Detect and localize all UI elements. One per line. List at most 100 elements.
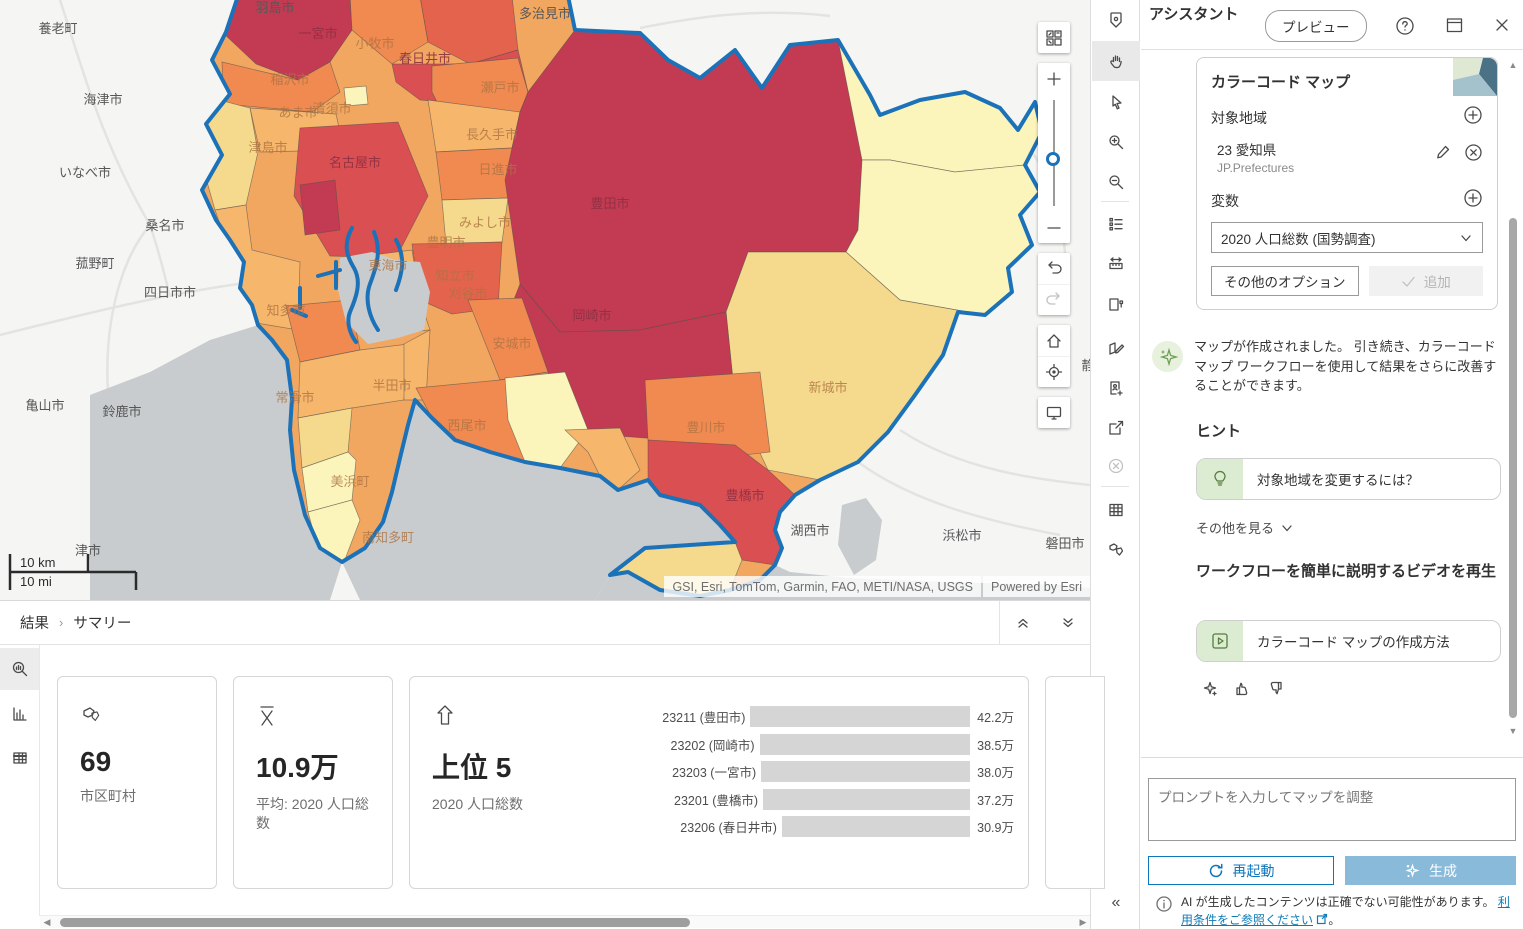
map-label: 春日井市 [399, 51, 451, 66]
sketch-edit-icon[interactable] [1092, 328, 1140, 368]
preview-badge[interactable]: プレビュー [1265, 10, 1367, 42]
regions-icon[interactable] [1092, 530, 1140, 570]
close-icon[interactable] [1493, 16, 1511, 39]
legend-list-icon[interactable] [1092, 204, 1140, 244]
scroll-left-arrow[interactable]: ◀ [43, 917, 51, 927]
edit-pencil-icon[interactable] [1434, 143, 1452, 167]
scroll-up-arrow[interactable]: ▲ [1508, 60, 1518, 70]
bar-value-label: 42.2万 [977, 711, 1014, 726]
sparkle-icon [1159, 347, 1178, 366]
collapse-panel-icon[interactable] [1045, 601, 1090, 645]
chart-view-icon[interactable] [0, 693, 39, 735]
scroll-right-arrow[interactable]: ▶ [1079, 917, 1087, 927]
terms-link[interactable]: 利用条件をご参照ください [1181, 895, 1510, 927]
stat-value: 上位 5 [432, 752, 512, 783]
hint-card[interactable]: 対象地域を変更するには？ [1196, 458, 1501, 500]
remove-circle-icon[interactable] [1464, 143, 1483, 167]
zoom-slider-handle[interactable] [1046, 152, 1060, 166]
thumbs-down-icon[interactable] [1267, 680, 1284, 702]
generate-button[interactable]: 生成 [1345, 856, 1516, 885]
map-label: 浜松市 [942, 528, 981, 543]
bar-category-label: 23211 (豊田市) [662, 711, 746, 726]
stat-value: 69 [80, 746, 112, 777]
prompt-input[interactable] [1148, 778, 1516, 841]
zoom-in-tool-icon[interactable] [1092, 122, 1140, 162]
horizontal-scrollbar[interactable]: ◀ ▶ [40, 915, 1090, 928]
restart-button[interactable]: 再起動 [1148, 856, 1334, 885]
breadcrumb-separator: › [59, 615, 64, 630]
pan-hand-icon[interactable] [1092, 41, 1140, 81]
assistant-scrollbar[interactable]: ▲ ▼ [1507, 58, 1519, 748]
scale-mi-label: 10 mi [20, 574, 52, 589]
variable-select[interactable]: 2020 人口総数 (国勢調査) [1211, 222, 1483, 253]
add-target-area-icon[interactable] [1463, 105, 1483, 130]
bar [763, 788, 971, 810]
assistant-scroll-thumb[interactable] [1509, 218, 1517, 718]
video-text: カラーコード マップの作成方法 [1257, 635, 1450, 650]
add-button[interactable]: 追加 [1368, 266, 1483, 296]
horizontal-scroll-thumb[interactable] [60, 918, 690, 927]
zoom-out-tool-icon[interactable] [1092, 162, 1140, 202]
target-area-item: 23 愛知県 JP.Prefectures [1211, 139, 1483, 175]
top-arrow-icon [432, 703, 1006, 734]
chevron-down-icon [1461, 234, 1471, 241]
assistant-panel: アシスタント プレビュー カラーコード マップ 対象地域 23 愛知県 JP.P… [1141, 0, 1523, 929]
see-more-link[interactable]: その他を見る [1196, 518, 1293, 537]
map-label: 新城市 [808, 380, 847, 395]
map-label: 桑名市 [145, 218, 184, 233]
cancel-circle-icon[interactable] [1092, 446, 1140, 486]
zoom-out-button[interactable] [1038, 212, 1070, 243]
bookmark-pin-icon[interactable] [1092, 0, 1140, 40]
expand-panel-icon[interactable] [1000, 601, 1045, 645]
stat-card-top5: 上位 5 2020 人口総数 23211 (豊田市) 42.2万 23202 (岡崎… [409, 676, 1029, 889]
export-share-icon[interactable] [1092, 408, 1140, 448]
collapse-panel-button[interactable]: « [1111, 894, 1121, 911]
stat-label: 平均: 2020 人口総数 [256, 796, 369, 831]
video-card[interactable]: カラーコード マップの作成方法 [1196, 620, 1501, 662]
help-icon[interactable] [1395, 16, 1415, 41]
map-label: あま市 [278, 105, 317, 120]
map-note-icon[interactable] [1092, 284, 1140, 324]
results-panel: 結果 › サマリー 69 市区町村 10.9万 平均: 2020 [0, 600, 1105, 929]
add-variable-icon[interactable] [1463, 188, 1483, 213]
thumbs-up-icon[interactable] [1234, 680, 1251, 702]
breadcrumb-summary: サマリー [73, 616, 132, 632]
info-icon [1155, 895, 1173, 918]
breadcrumb-results[interactable]: 結果 [20, 616, 49, 632]
redo-button[interactable] [1038, 284, 1070, 315]
add-report-icon[interactable] [1092, 368, 1140, 408]
map-label: 鈴鹿市 [102, 404, 141, 419]
select-arrow-icon[interactable] [1092, 82, 1140, 122]
table-grid-icon[interactable] [1092, 490, 1140, 530]
home-button[interactable] [1038, 325, 1070, 356]
zoom-in-button[interactable] [1038, 63, 1070, 94]
stat-label: 市区町村 [80, 788, 136, 804]
dock-window-icon[interactable] [1445, 16, 1464, 40]
zoom-slider[interactable] [1038, 94, 1070, 212]
map-label: いなべ市 [59, 165, 111, 180]
locate-button[interactable] [1038, 356, 1070, 387]
table-view-icon[interactable] [0, 737, 39, 779]
undo-button[interactable] [1038, 253, 1070, 284]
results-header: 結果 › サマリー [0, 601, 1090, 645]
map-label: 豊川市 [686, 420, 725, 435]
stat-card-count: 69 市区町村 [57, 676, 217, 889]
scroll-down-arrow[interactable]: ▼ [1508, 726, 1518, 736]
map-label: 稲沢市 [270, 72, 309, 87]
bar-row: 23201 (豊橋市) 37.2万 [560, 786, 1014, 814]
more-options-button[interactable]: その他のオプション [1211, 266, 1359, 296]
measure-icon[interactable] [1092, 244, 1140, 284]
ai-sparkle-icon[interactable] [1201, 680, 1218, 702]
variable-select-value: 2020 人口総数 (国勢調査) [1221, 231, 1376, 247]
bar-value-label: 38.0万 [977, 766, 1014, 781]
map-label: 養老町 [38, 21, 77, 36]
coastline-canals [290, 226, 404, 344]
basemap-grid-icon[interactable] [1038, 22, 1070, 53]
feedback-row [1201, 680, 1284, 702]
summary-view-icon[interactable] [0, 648, 39, 690]
screen-display-button[interactable] [1038, 397, 1070, 428]
bar-value-label: 38.5万 [977, 738, 1014, 753]
stat-card-partial [1045, 676, 1105, 889]
